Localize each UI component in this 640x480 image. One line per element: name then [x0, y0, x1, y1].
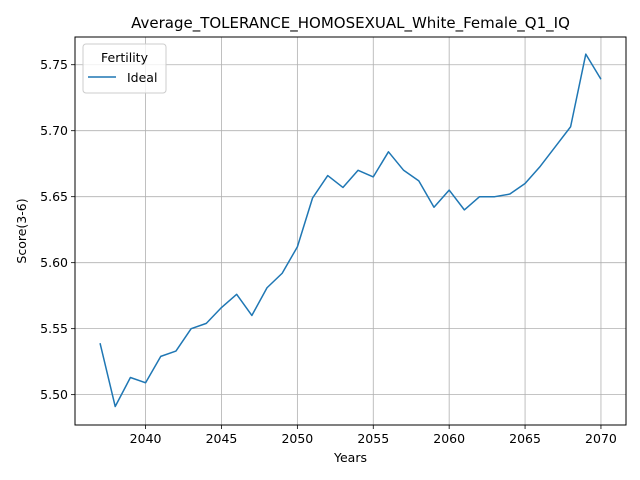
- x-tick-label: 2065: [509, 431, 541, 446]
- y-axis: 5.50 5.55 5.60 5.65 5.70 5.75: [40, 57, 75, 402]
- plot-frame: [74, 36, 627, 426]
- legend-entry-label: Ideal: [127, 70, 157, 85]
- x-tick-label: 2060: [433, 431, 465, 446]
- chart-title: Average_TOLERANCE_HOMOSEXUAL_White_Femal…: [131, 14, 570, 33]
- grid: [75, 37, 626, 425]
- y-tick-label: 5.60: [40, 255, 68, 270]
- legend-box: [82, 43, 167, 94]
- y-tick-label: 5.75: [40, 57, 68, 72]
- legend-title: Fertility: [101, 50, 149, 65]
- legend: Fertility Ideal: [82, 43, 167, 94]
- series-layer: [99, 53, 602, 408]
- x-axis: 2040 2045 2050 2055 2060 2065 2070: [130, 425, 617, 446]
- series-line-ideal: [99, 53, 602, 408]
- y-tick-label: 5.55: [40, 321, 68, 336]
- y-axis-label: Score(3-6): [14, 198, 29, 263]
- y-tick-label: 5.65: [40, 189, 68, 204]
- x-tick-label: 2050: [281, 431, 313, 446]
- x-tick-label: 2055: [357, 431, 389, 446]
- x-tick-label: 2040: [130, 431, 162, 446]
- y-tick-label: 5.70: [40, 123, 68, 138]
- y-tick-label: 5.50: [40, 387, 68, 402]
- x-tick-label: 2045: [206, 431, 238, 446]
- x-tick-label: 2070: [585, 431, 617, 446]
- x-axis-label: Years: [333, 450, 367, 465]
